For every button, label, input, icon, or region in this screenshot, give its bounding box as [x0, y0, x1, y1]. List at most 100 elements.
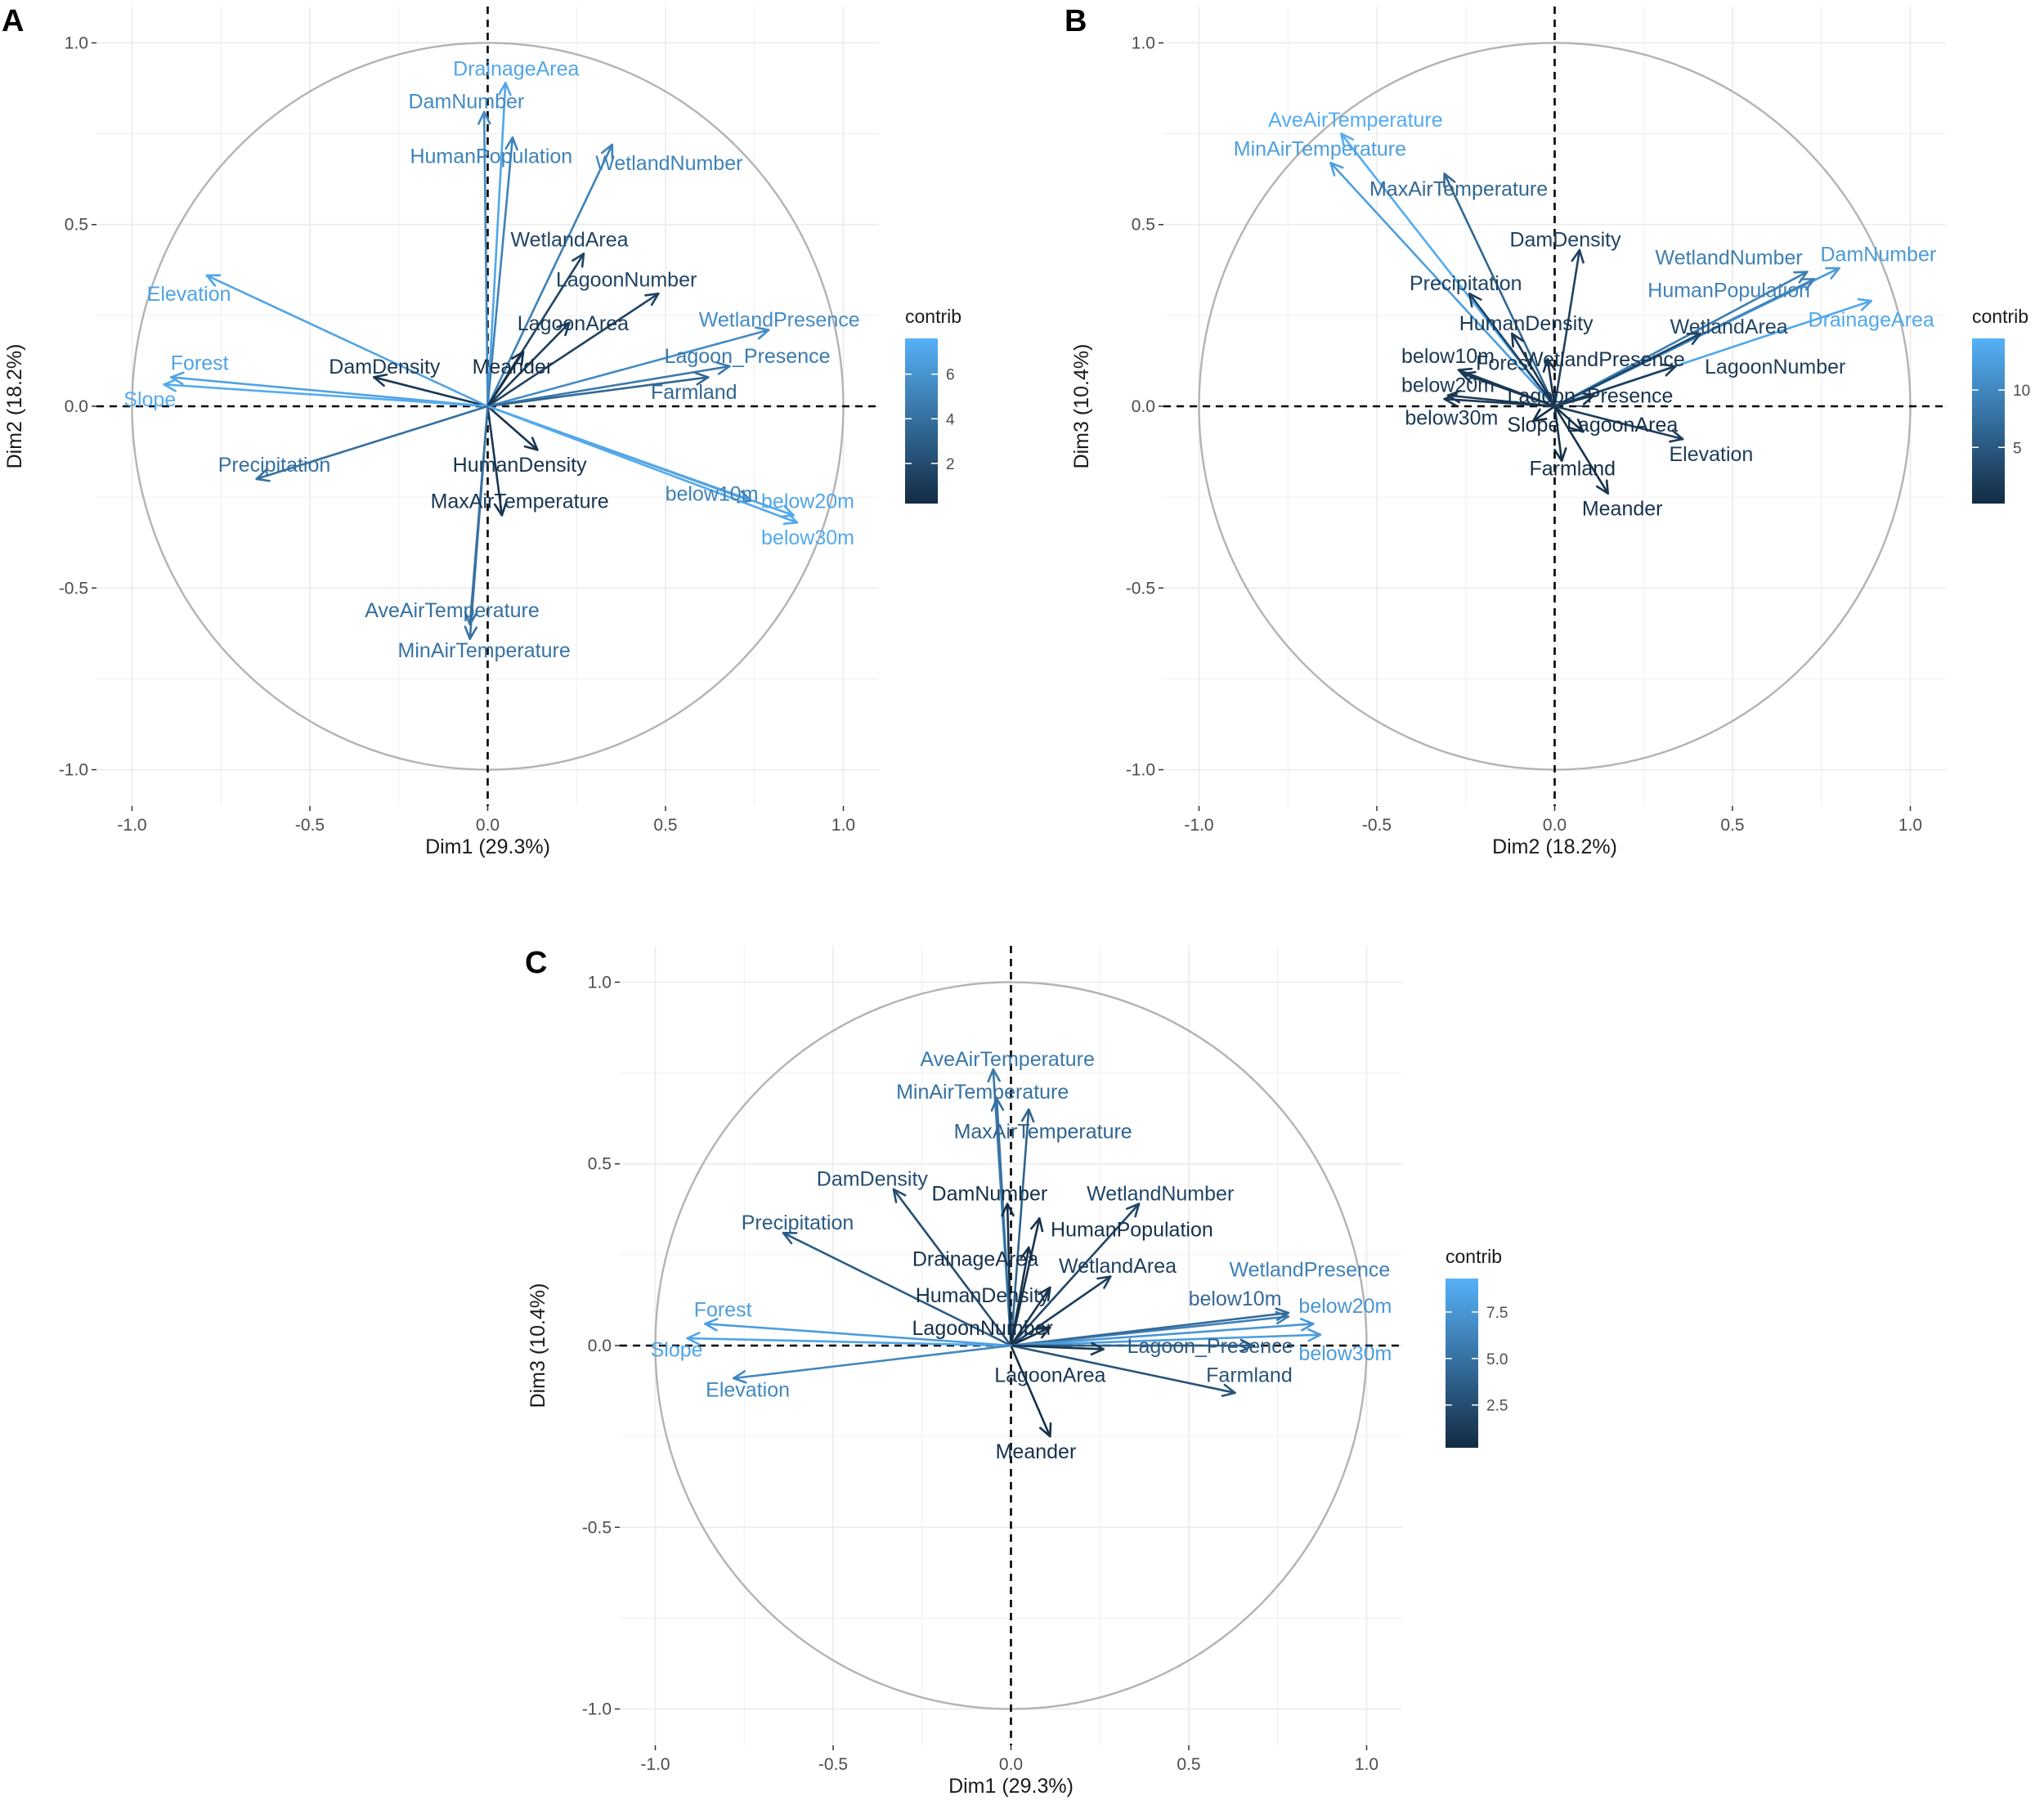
label-elevation: Elevation: [1669, 443, 1753, 466]
legend-title: contrib: [1972, 306, 2028, 327]
y-tick-label: -0.5: [1126, 579, 1155, 598]
arrow-slope: [686, 1337, 1012, 1347]
y-tick-label: 1.0: [588, 973, 612, 992]
legend-colorbar: [1446, 1279, 1478, 1448]
panel-letter: A: [2, 4, 24, 38]
label-below10m: below10m: [1189, 1288, 1282, 1310]
legend-title: contrib: [905, 306, 961, 327]
arrowhead-drainagearea: [1857, 298, 1872, 311]
y-tick-label: -1.0: [1126, 761, 1155, 780]
arrow-maxairtemperature: [486, 405, 504, 517]
arrow-damnumber: [482, 110, 489, 408]
arrow-maxairtemperature: [1443, 172, 1556, 408]
arrowhead-lagoonnumber: [1661, 363, 1677, 377]
label-drainagearea: DrainageArea: [912, 1247, 1038, 1270]
arrow-wetlandnumber: [1553, 271, 1809, 408]
label-damdensity: DamDensity: [1509, 229, 1621, 252]
label-drainagearea: DrainageArea: [453, 58, 579, 81]
label-maxairtemperature: MaxAirTemperature: [1369, 177, 1548, 200]
label-humanpopulation: HumanPopulation: [1647, 280, 1810, 302]
arrow-minairtemperature: [1329, 161, 1556, 408]
arrowhead-below20m: [1300, 1318, 1315, 1332]
x-tick-label: 1.0: [1355, 1755, 1378, 1774]
legend: contrib 5 10: [1972, 306, 2030, 504]
label-lagoonnumber: LagoonNumber: [556, 268, 697, 291]
y-tick-label: 1.0: [1132, 34, 1155, 52]
arrowhead-aveairtemperature: [464, 611, 478, 626]
label-lagoonnumber: LagoonNumber: [1705, 356, 1845, 378]
label-lagoon-presence: Lagoon_Presence: [665, 345, 831, 368]
y-axis-title: Dim2 (18.2%): [3, 344, 26, 469]
arrowhead-damdensity: [372, 373, 388, 387]
panel-b: -1.0 -0.5 0.0 0.5 1.0 -1.0 -0.5 0.0 0.5 1.0 Dim2 (…: [1065, 4, 2030, 858]
arrowhead-wetlandpresence: [755, 326, 770, 340]
arrow-lagoon-presence: [486, 365, 731, 408]
arrowhead-lagoonarea: [1569, 419, 1585, 433]
variable-labels: DrainageArea DamNumber HumanPopulation Wetl…: [123, 58, 859, 662]
label-damnumber: DamNumber: [932, 1182, 1048, 1205]
y-axis-title: Dim3 (10.4%): [527, 1283, 549, 1409]
arrowhead-wetlandarea: [1686, 332, 1702, 346]
arrowhead-below30m: [1443, 392, 1458, 407]
arrowhead-lagoonnumber: [644, 292, 660, 307]
arrowhead-aveairtemperature: [1340, 132, 1355, 148]
arrowhead-damnumber: [1825, 266, 1840, 280]
tick-labels: -1.0 -0.5 0.0 0.5 1.0 -1.0 -0.5 0.0 0.5 1.0: [1126, 34, 1922, 835]
arrowhead-minairtemperature: [1329, 161, 1344, 177]
x-tick-label: 1.0: [1898, 816, 1922, 835]
arrow-below30m: [1443, 397, 1556, 408]
x-tick-label: 0.5: [653, 816, 677, 835]
arrowhead-humanpopulation: [1800, 278, 1816, 291]
x-tick-label: -1.0: [1184, 816, 1213, 835]
arrowhead-precipitation: [782, 1231, 798, 1245]
arrowhead-below20m: [779, 504, 795, 518]
arrow-lagoonnumber: [1010, 1326, 1051, 1347]
arrow-damnumber: [1006, 1203, 1012, 1347]
legend-colorbar: [905, 338, 938, 504]
arrowhead-humandensity: [523, 437, 539, 451]
arrow-forest: [1461, 372, 1556, 408]
arrow-slope: [1532, 405, 1556, 423]
label-minairtemperature: MinAirTemperature: [896, 1081, 1069, 1104]
label-wetlandarea: WetlandArea: [1670, 316, 1788, 338]
arrowhead-minairtemperature: [464, 625, 478, 640]
y-tick-label: -1.0: [59, 761, 88, 780]
y-tick-label: 0.5: [65, 216, 88, 235]
label-below20m: below20m: [1298, 1295, 1392, 1318]
arrow-humanpopulation: [486, 136, 514, 408]
label-wetlandpresence: WetlandPresence: [1229, 1259, 1390, 1282]
arrowhead-farmland: [1553, 447, 1567, 462]
label-slope: Slope: [651, 1338, 703, 1361]
arrowhead-below10m: [1275, 1307, 1290, 1321]
arrowhead-elevation: [732, 1370, 747, 1384]
label-lagoon-presence: Lagoon_Presence: [1127, 1335, 1293, 1358]
arrowhead-wetlandarea: [1096, 1275, 1112, 1289]
arrowhead-forest: [170, 371, 185, 385]
variable-arrows: [163, 82, 799, 640]
x-tick-label: -0.5: [818, 1755, 848, 1774]
tick-labels: -1.0 -0.5 0.0 0.5 1.0 -1.0 -0.5 0.0 0.5 1.0: [582, 973, 1378, 1774]
label-aveairtemperature: AveAirTemperature: [1268, 109, 1443, 132]
arrowhead-aveairtemperature: [987, 1068, 1001, 1083]
arrow-meander: [1010, 1344, 1051, 1438]
arrowhead-damdensity: [892, 1188, 907, 1203]
y-tick-label: 0.0: [65, 397, 88, 416]
x-tick-label: 0.0: [1543, 816, 1567, 835]
label-wetlandpresence: WetlandPresence: [699, 308, 860, 331]
arrow-wetlandarea: [1553, 332, 1702, 408]
x-tick-label: 1.0: [831, 816, 855, 835]
label-lagoonnumber: LagoonNumber: [912, 1317, 1053, 1340]
arrow-elevation: [732, 1344, 1012, 1380]
arrow-wetlandnumber: [486, 143, 614, 408]
arrow-lagoonnumber: [486, 292, 660, 408]
label-meander: Meander: [1582, 497, 1663, 520]
arrow-lagoonarea: [486, 321, 571, 408]
arrow-damdensity: [372, 376, 489, 408]
arrowhead-wetlandpresence: [1542, 357, 1557, 373]
arrowhead-damdensity: [1571, 249, 1585, 264]
label-below10m: below10m: [666, 483, 759, 506]
legend-tick-label: 5.0: [1486, 1351, 1508, 1368]
variable-labels: AveAirTemperature MinAirTemperature MaxAir…: [651, 1048, 1392, 1463]
label-farmland: Farmland: [1529, 458, 1616, 481]
tick-labels: -1.0 -0.5 0.0 0.5 1.0 -1.0 -0.5 0.0 0.5 1.0: [59, 34, 855, 835]
